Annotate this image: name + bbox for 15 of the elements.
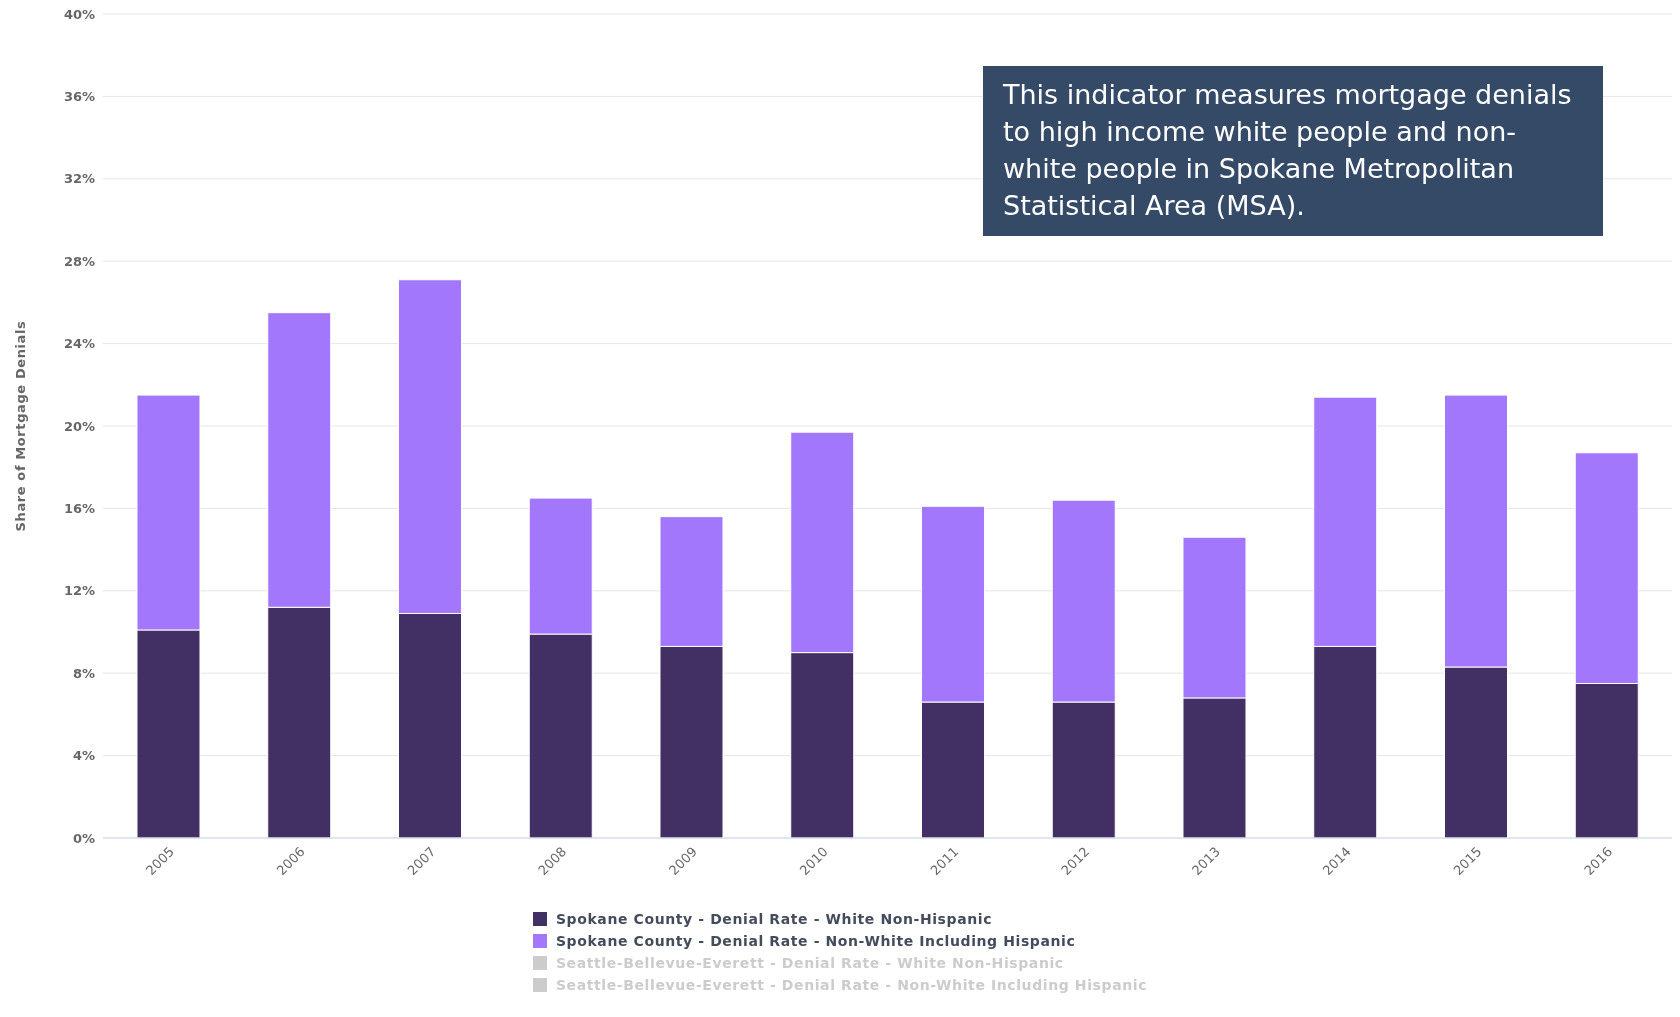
y-tick-label: 0% [72,830,95,846]
y-tick-label: 36% [63,89,95,105]
legend-label: Spokane County - Denial Rate - Non-White Including Hispanic [555,933,1076,949]
y-axis-title: Share of Mortgage Denials [12,320,28,532]
y-tick-label: 24% [63,336,95,352]
y-tick-label: 8% [72,665,95,681]
y-tick-label: 20% [63,418,95,434]
y-tick-label: 28% [63,253,95,269]
y-tick-label: 12% [63,583,95,599]
annotation: This indicator measures mortgage denials to high income white people and non-white people in Spokane Metropolitan Statistical Area (MSA). [983,66,1603,236]
y-tick-label: 40% [63,6,95,22]
y-tick-label: 32% [63,171,95,187]
legend-label: Spokane County - Denial Rate - White Non-Hispanic [555,911,993,927]
y-tick-label: 16% [63,501,95,517]
y-tick-label: 4% [72,748,95,764]
